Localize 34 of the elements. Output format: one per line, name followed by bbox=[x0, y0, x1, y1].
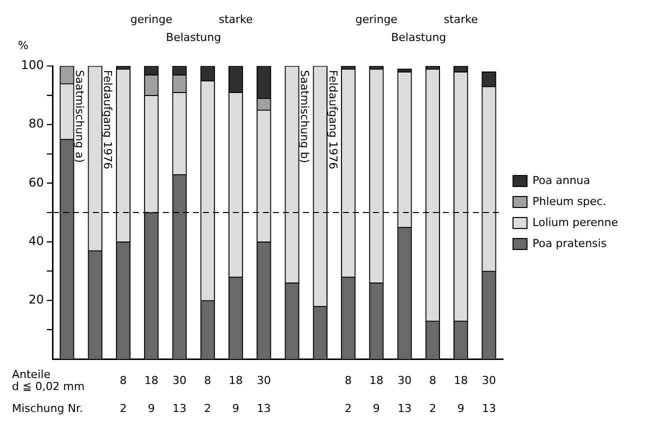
category-label: 8 2 bbox=[429, 374, 436, 415]
category-label: 30 13 bbox=[482, 374, 496, 415]
y-tick-label: 60 bbox=[28, 175, 44, 190]
text: Mischung Nr. bbox=[12, 402, 83, 415]
category-label: 8 2 bbox=[344, 374, 352, 415]
text: Anteile d ≦ 0,02 mm bbox=[12, 368, 85, 393]
y-tick-label: 40 bbox=[28, 234, 44, 248]
y-axis-title: % bbox=[18, 38, 28, 52]
legend-label: Poa pratensis bbox=[532, 236, 607, 250]
y-tick-label: 100 bbox=[21, 58, 44, 72]
category-label: 8 2 bbox=[204, 374, 212, 415]
legend-label: Phleum spec. bbox=[532, 194, 606, 208]
legend-label: Poa annua bbox=[532, 174, 590, 187]
category-label: 18 9 bbox=[228, 374, 243, 415]
category-label: 30 13 bbox=[172, 374, 186, 415]
x-tick-label: Feldaufgang 1976 bbox=[101, 70, 114, 170]
x-tick-label: Saatmischung a) bbox=[73, 70, 86, 163]
category-label: 18 9 bbox=[144, 374, 158, 415]
text: Belastung bbox=[391, 30, 446, 44]
text: geringe bbox=[130, 12, 173, 26]
x-tick-label: Feldaufgang 1976 bbox=[326, 70, 340, 170]
legend-label: Lolium perenne bbox=[532, 216, 618, 229]
category-label: 8 2 bbox=[120, 374, 127, 415]
text: Belastung bbox=[166, 30, 222, 44]
category-label: 30 13 bbox=[256, 374, 271, 415]
text: geringe bbox=[355, 12, 398, 26]
x-tick-label: Saatmischung b) bbox=[298, 70, 312, 163]
y-tick-label: 20 bbox=[28, 292, 44, 307]
category-label: 30 13 bbox=[398, 374, 412, 415]
text: starke bbox=[218, 12, 254, 26]
category-label: 18 9 bbox=[369, 374, 384, 415]
y-tick-label: 80 bbox=[28, 116, 44, 131]
text: starke bbox=[444, 12, 478, 26]
category-label: 18 9 bbox=[454, 374, 468, 415]
